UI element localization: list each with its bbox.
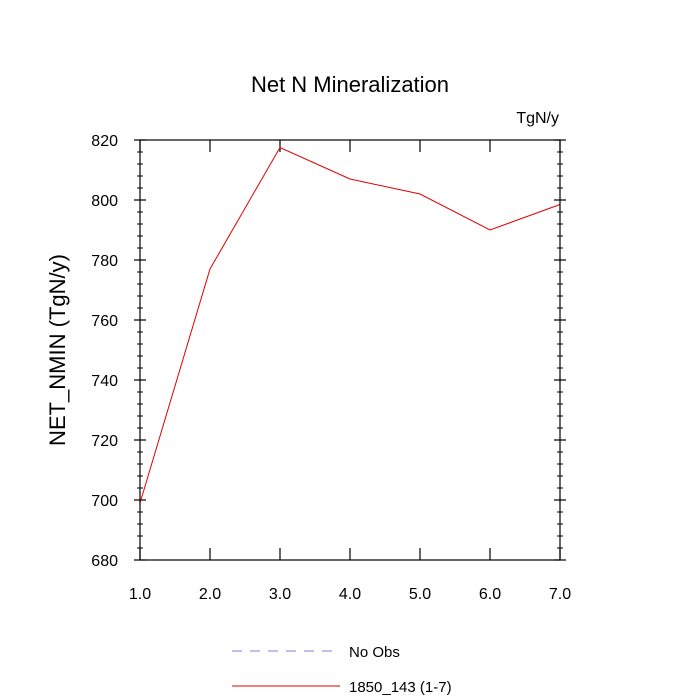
legend-label-1: 1850_143 (1-7) — [349, 679, 452, 696]
y-tick-label: 740 — [91, 373, 118, 390]
chart-title: Net N Mineralization — [251, 72, 449, 97]
y-axis-label: NET_NMIN (TgN/y) — [45, 254, 70, 446]
series-line-1 — [139, 146, 561, 504]
y-tick-label: 780 — [91, 253, 118, 270]
plot-frame — [139, 139, 561, 561]
y-tick-label: 700 — [91, 493, 118, 510]
y-tick-label: 760 — [91, 313, 118, 330]
y-tick-labels: 680 700 720 740 760 780 800 820 — [91, 133, 118, 570]
legend-label-0: No Obs — [349, 644, 400, 661]
x-tick-label: 5.0 — [409, 586, 431, 603]
y-tick-label: 800 — [91, 193, 118, 210]
x-tick-labels: 1.0 2.0 3.0 4.0 5.0 6.0 7.0 — [129, 586, 571, 603]
tick-marks — [134, 139, 566, 561]
y-tick-label: 720 — [91, 433, 118, 450]
y-tick-label: 820 — [91, 133, 118, 150]
legend: No Obs 1850_143 (1-7) — [232, 644, 452, 696]
y-tick-label: 680 — [91, 553, 118, 570]
x-tick-label: 1.0 — [129, 586, 151, 603]
x-tick-label: 6.0 — [479, 586, 501, 603]
x-tick-label: 3.0 — [269, 586, 291, 603]
x-tick-label: 4.0 — [339, 586, 361, 603]
x-tick-label: 7.0 — [549, 586, 571, 603]
series-lines — [139, 146, 561, 504]
x-tick-label: 2.0 — [199, 586, 221, 603]
units-label: TgN/y — [516, 110, 559, 127]
